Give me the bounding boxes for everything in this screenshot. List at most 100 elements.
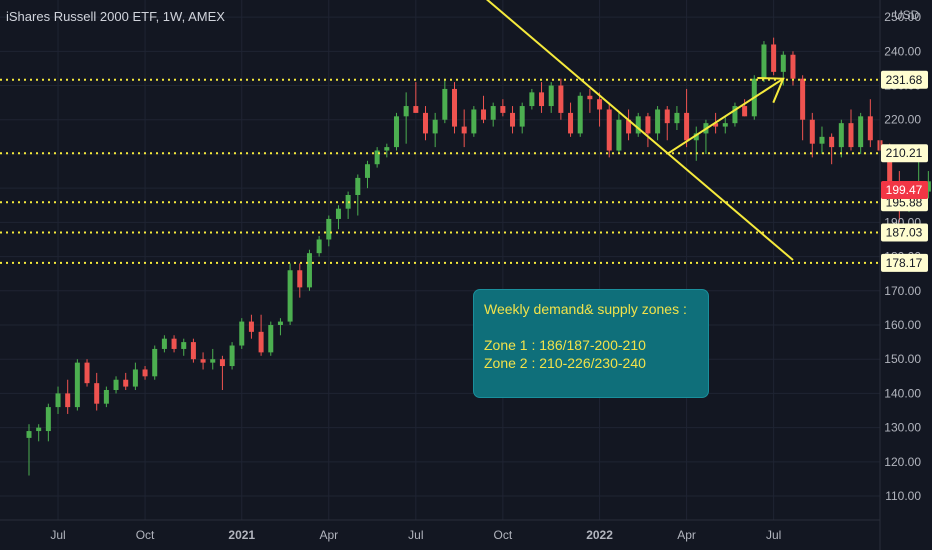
annotation-zone-2: Zone 2 : 210-226/230-240: [484, 355, 646, 371]
candle-body: [200, 359, 206, 363]
candle-body: [732, 106, 738, 124]
candle-body: [925, 181, 931, 192]
candle-body: [132, 369, 138, 387]
candle-body: [335, 208, 341, 219]
candle-body: [597, 99, 603, 110]
x-tick-label: Oct: [136, 528, 155, 542]
candle-body: [809, 119, 815, 144]
candle-body: [539, 92, 545, 107]
candle-body: [548, 85, 554, 107]
candle-body: [529, 92, 535, 107]
candle-body: [655, 109, 661, 134]
candle-body: [210, 359, 216, 363]
y-tick-label: 130.00: [884, 421, 921, 435]
candle-body: [74, 362, 80, 408]
candle-body: [616, 119, 622, 151]
candle-body: [258, 331, 264, 353]
candle-body: [635, 116, 641, 134]
annotation-heading: Weekly demand& supply zones :: [484, 301, 687, 317]
candle-body: [626, 119, 632, 134]
candle-body: [587, 95, 593, 100]
level-badge: [881, 223, 928, 242]
candle-body: [413, 106, 419, 113]
projection-arrow-shaft: [666, 77, 784, 155]
y-tick-label: 240.00: [884, 44, 921, 58]
candle-body: [123, 379, 129, 387]
annotation-box: Weekly demand& supply zones : Zone 1 : 1…: [473, 289, 709, 398]
level-badge-label: 178.17: [886, 256, 923, 270]
candle-body: [36, 427, 42, 432]
candle-body: [577, 95, 583, 134]
y-tick-label: 160.00: [884, 318, 921, 332]
x-tick-label: Apr: [319, 528, 338, 542]
candle-body: [713, 123, 719, 127]
candle-body: [277, 321, 283, 325]
candle-body: [422, 112, 428, 134]
x-tick-label: Oct: [494, 528, 513, 542]
level-badge: [881, 144, 928, 163]
grid: [0, 0, 880, 520]
candle-body: [471, 109, 477, 134]
candle-body: [181, 342, 187, 349]
level-badge-label: 210.21: [886, 146, 923, 160]
candle-body: [461, 126, 467, 134]
candle-body: [867, 116, 873, 141]
candle-body: [858, 116, 864, 148]
support-resistance-levels: [0, 78, 880, 264]
candle-body: [113, 379, 119, 390]
candle-body: [45, 407, 51, 432]
y-tick-label: 250.00: [884, 10, 921, 24]
candle-body: [606, 109, 612, 151]
candle-body: [742, 106, 748, 117]
candle-body: [684, 112, 690, 141]
candle-body: [452, 88, 458, 127]
candle-body: [142, 369, 148, 377]
y-tick-label: 170.00: [884, 284, 921, 298]
candle-body: [393, 116, 399, 148]
candle-body: [287, 270, 293, 322]
candle-body: [229, 345, 235, 367]
candle-body: [519, 106, 525, 127]
candle-body: [190, 342, 196, 360]
candle-body: [239, 321, 245, 346]
level-badge-label: 187.03: [886, 226, 923, 240]
candle-body: [326, 218, 332, 240]
y-tick-label: 110.00: [885, 489, 921, 503]
candle-body: [481, 109, 487, 120]
time-axis[interactable]: Jul Oct 2021 Apr Jul Oct 2022 Apr Jul: [50, 528, 781, 542]
candle-body: [790, 54, 796, 79]
candle-body: [219, 359, 225, 367]
candle-body: [674, 112, 680, 124]
x-tick-label: Jul: [766, 528, 781, 542]
candle-body: [384, 147, 390, 151]
annotation-spacer: [484, 318, 708, 336]
candle-body: [94, 383, 100, 404]
trend-line: [485, 0, 794, 261]
candle-body: [558, 85, 564, 113]
current-price-badge: [881, 180, 928, 199]
chart-title: iShares Russell 2000 ETF, 1W, AMEX: [6, 9, 225, 24]
x-tick-label: Jul: [408, 528, 423, 542]
current-price-label: 199.47: [886, 183, 923, 197]
candle-body: [316, 239, 322, 254]
candle-body: [500, 106, 506, 113]
candle-body: [829, 136, 835, 148]
candle-body: [364, 164, 370, 178]
annotation-zone-1: Zone 1 : 186/187-200-210: [484, 337, 646, 353]
y-tick-label: 150.00: [884, 352, 921, 366]
candle-body: [510, 112, 516, 127]
candle-body: [65, 393, 71, 408]
candle-body: [761, 44, 767, 79]
candle-body: [887, 150, 893, 192]
candle-body: [171, 338, 177, 349]
candle-body: [297, 270, 303, 288]
x-tick-label: 2022: [586, 528, 613, 542]
level-badge: [881, 70, 928, 89]
candle-body: [355, 177, 361, 195]
candle-body: [84, 362, 90, 384]
x-tick-label: Apr: [677, 528, 696, 542]
candle-body: [374, 150, 380, 165]
